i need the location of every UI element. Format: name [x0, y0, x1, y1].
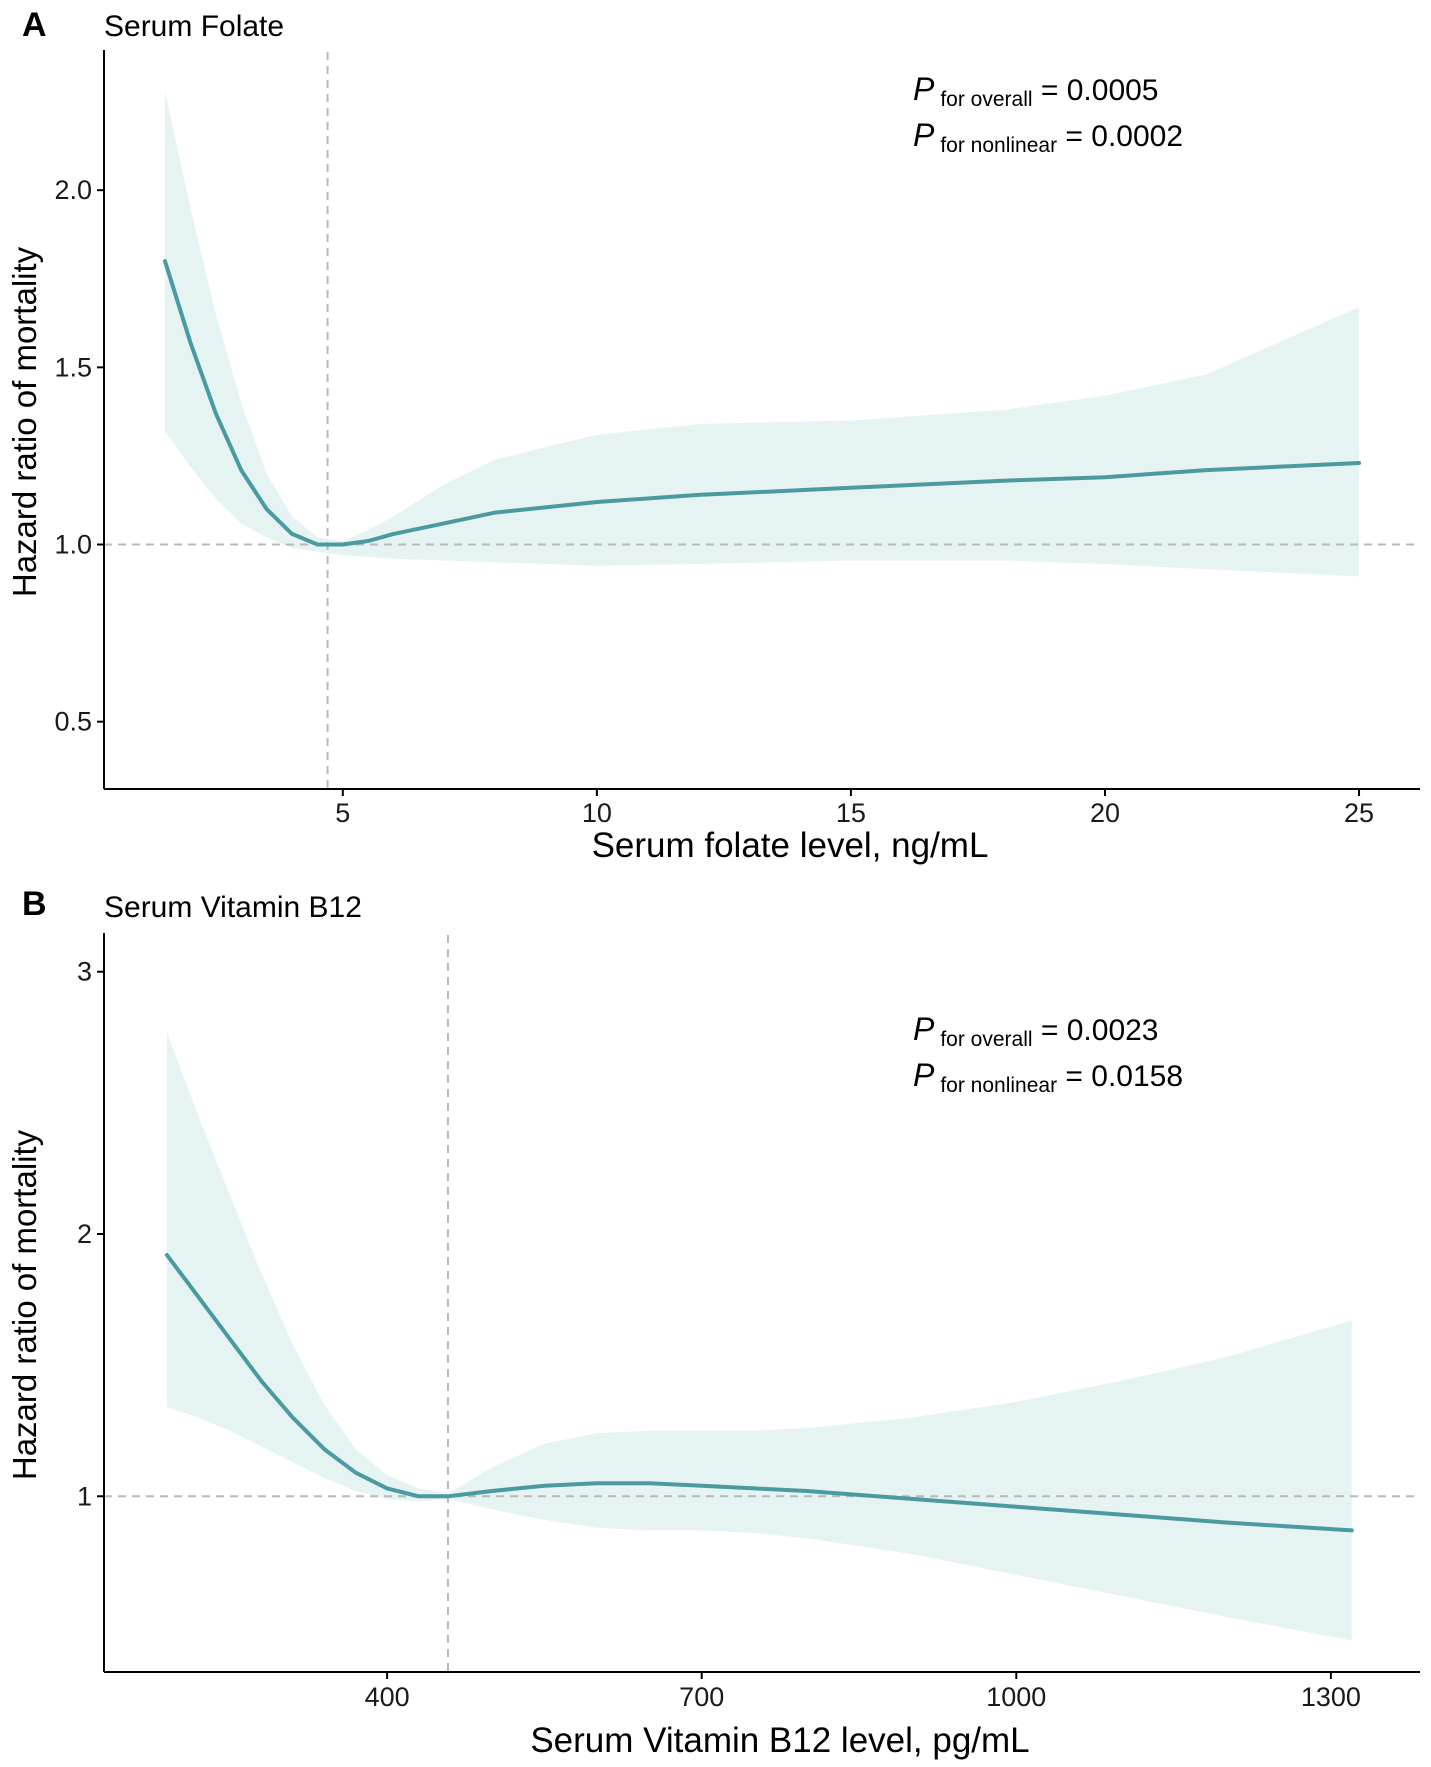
a-x-tick-label-15: 15: [836, 798, 866, 828]
b-p-nonlinear-sub: for nonlinear: [940, 1074, 1057, 1097]
a-y-tick-label-3: 2.0: [54, 175, 92, 205]
a-y-axis-title: Hazard ratio of mortality: [6, 246, 43, 597]
a-x-tick-label-10: 10: [582, 798, 612, 828]
b-confidence-band: [166, 1032, 1352, 1641]
panel-a: A Serum Folate 5 10 15 20 25 0.5 1.0 1.5 2.0 Haz…: [6, 6, 1420, 865]
b-y-axis-title: Hazard ratio of mortality: [6, 1129, 43, 1480]
a-p-nonlinear-value: = 0.0002: [1057, 120, 1183, 153]
panel-b: B Serum Vitamin B12 400 700 1000 1300 1 2 3 Ha…: [6, 885, 1420, 1760]
b-line-layer: [164, 1253, 1354, 1533]
a-reference-layer: [104, 52, 1420, 789]
b-x-tick-label-700: 700: [679, 1682, 724, 1712]
b-x-tick-label-400: 400: [365, 1682, 410, 1712]
a-line-layer: [163, 259, 1361, 547]
b-y-tick-label-2: 3: [77, 957, 92, 987]
b-p-overall-sub: for overall: [940, 1028, 1032, 1051]
a-x-tick-label-5: 5: [335, 798, 350, 828]
a-hr-line: [163, 259, 1361, 547]
a-y-tick-label-1: 1.0: [54, 530, 92, 560]
b-p-nonlinear-p: P: [913, 1057, 935, 1093]
b-hr-line: [164, 1253, 1354, 1533]
b-reference-layer: [104, 935, 1420, 1672]
b-p-overall-value: = 0.0023: [1033, 1014, 1159, 1047]
panel-letter-b: B: [22, 885, 47, 923]
b-y-tick-label-1: 2: [77, 1219, 92, 1249]
a-confidence-band: [165, 91, 1359, 577]
b-x-tick-label-1300: 1300: [1301, 1682, 1361, 1712]
panel-a-title: Serum Folate: [104, 10, 284, 43]
a-band-layer: [165, 91, 1359, 577]
a-y-tick-label-2: 1.5: [54, 352, 92, 382]
a-p-overall-value: = 0.0005: [1033, 74, 1159, 107]
a-y-tick-label-0: 0.5: [54, 707, 92, 737]
b-y-tick-label-0: 1: [77, 1481, 92, 1511]
b-p-overall-p: P: [913, 1011, 935, 1047]
a-p-nonlinear-sub: for nonlinear: [940, 134, 1057, 157]
panel-b-title: Serum Vitamin B12: [104, 891, 362, 924]
b-x-axis-title: Serum Vitamin B12 level, pg/mL: [530, 1721, 1029, 1760]
a-x-axis-title: Serum folate level, ng/mL: [592, 826, 989, 865]
a-x-tick-label-25: 25: [1344, 798, 1374, 828]
b-axes-layer: 400 700 1000 1300 1 2 3: [77, 933, 1420, 1712]
b-p-nonlinear-value: = 0.0158: [1057, 1060, 1183, 1093]
a-x-tick-label-20: 20: [1090, 798, 1120, 828]
a-p-overall-sub: for overall: [940, 88, 1032, 111]
b-x-tick-label-1000: 1000: [986, 1682, 1046, 1712]
panel-letter-a: A: [22, 6, 47, 44]
a-p-nonlinear-p: P: [913, 117, 935, 153]
a-axes-layer: 5 10 15 20 25 0.5 1.0 1.5 2.0: [54, 50, 1420, 828]
b-band-layer: [166, 1032, 1352, 1641]
a-p-overall-p: P: [913, 71, 935, 107]
